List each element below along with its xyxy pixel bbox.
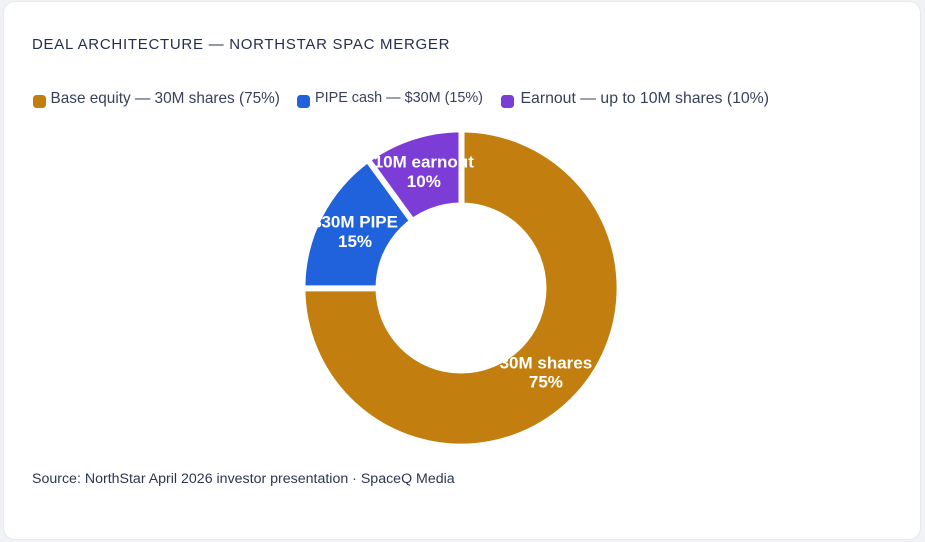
svg-text:30M shares: 30M shares xyxy=(500,353,593,372)
svg-text:$30M PIPE: $30M PIPE xyxy=(312,213,398,232)
svg-text:15%: 15% xyxy=(338,232,372,251)
svg-text:75%: 75% xyxy=(529,372,563,391)
svg-text:10%: 10% xyxy=(407,172,441,191)
svg-text:10M earnout: 10M earnout xyxy=(374,152,474,171)
